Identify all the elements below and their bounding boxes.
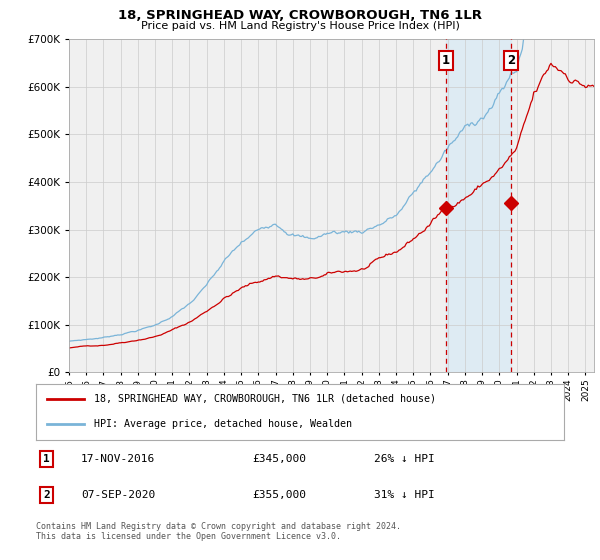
Text: 31% ↓ HPI: 31% ↓ HPI xyxy=(374,491,434,500)
Text: 1: 1 xyxy=(442,54,449,67)
Text: £345,000: £345,000 xyxy=(253,454,307,464)
Text: 2: 2 xyxy=(43,491,50,500)
Text: HPI: Average price, detached house, Wealden: HPI: Average price, detached house, Weal… xyxy=(94,419,352,430)
Text: 18, SPRINGHEAD WAY, CROWBOROUGH, TN6 1LR (detached house): 18, SPRINGHEAD WAY, CROWBOROUGH, TN6 1LR… xyxy=(94,394,436,404)
Text: Contains HM Land Registry data © Crown copyright and database right 2024.
This d: Contains HM Land Registry data © Crown c… xyxy=(36,522,401,542)
Text: 26% ↓ HPI: 26% ↓ HPI xyxy=(374,454,434,464)
Text: 17-NOV-2016: 17-NOV-2016 xyxy=(81,454,155,464)
Text: 1: 1 xyxy=(43,454,50,464)
Text: 07-SEP-2020: 07-SEP-2020 xyxy=(81,491,155,500)
Text: 2: 2 xyxy=(507,54,515,67)
Text: £355,000: £355,000 xyxy=(253,491,307,500)
Text: 18, SPRINGHEAD WAY, CROWBOROUGH, TN6 1LR: 18, SPRINGHEAD WAY, CROWBOROUGH, TN6 1LR xyxy=(118,9,482,22)
Bar xyxy=(446,39,511,372)
Text: Price paid vs. HM Land Registry's House Price Index (HPI): Price paid vs. HM Land Registry's House … xyxy=(140,21,460,31)
